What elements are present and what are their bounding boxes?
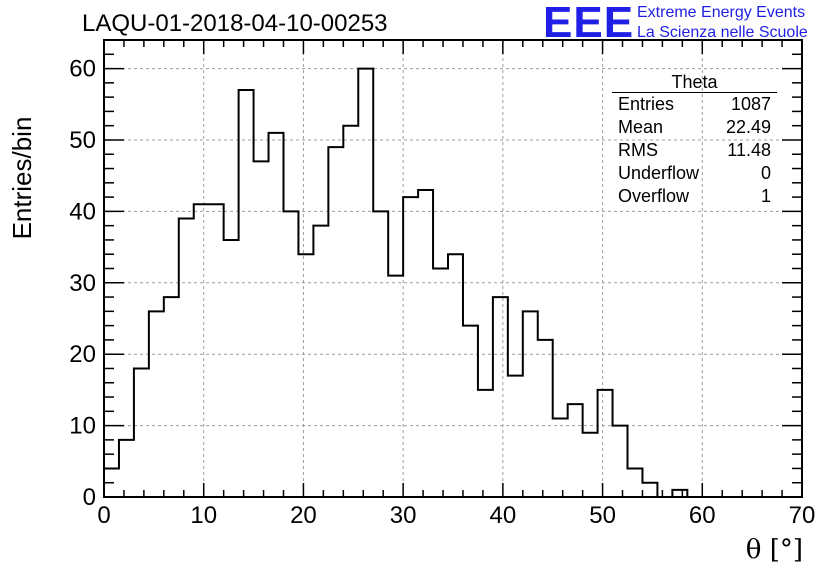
stats-value: 1087 bbox=[730, 94, 771, 114]
histogram-series bbox=[103, 67, 802, 498]
x-tick-label: 60 bbox=[689, 502, 716, 529]
stats-label: Overflow bbox=[618, 186, 690, 206]
histogram-bin bbox=[328, 147, 343, 497]
histogram-outline bbox=[103, 67, 802, 498]
x-tick-label: 10 bbox=[190, 502, 217, 529]
histogram-bin bbox=[343, 126, 358, 497]
histogram-bin bbox=[598, 390, 613, 497]
histogram-bin bbox=[448, 254, 463, 497]
y-tick-label: 50 bbox=[69, 127, 96, 154]
histogram-bin bbox=[568, 404, 583, 497]
histogram-bin bbox=[298, 254, 313, 497]
histogram-bin bbox=[119, 440, 134, 497]
x-tick-label: 50 bbox=[589, 502, 616, 529]
y-tick-label: 30 bbox=[69, 270, 96, 297]
grid-lines bbox=[104, 40, 802, 497]
stats-row-underflow: Underflow 0 bbox=[612, 162, 777, 185]
histogram-bin bbox=[642, 483, 657, 497]
histogram-bin bbox=[269, 133, 284, 497]
x-tick-label: 20 bbox=[290, 502, 317, 529]
stats-value: 0 bbox=[760, 163, 771, 183]
y-tick-label: 20 bbox=[69, 341, 96, 368]
stats-label: Entries bbox=[618, 94, 675, 114]
x-tick-label: 0 bbox=[97, 502, 110, 529]
stats-row-overflow: Overflow 1 bbox=[612, 185, 777, 208]
stats-title: Theta bbox=[612, 72, 777, 93]
histogram-bin bbox=[583, 433, 598, 497]
x-tick-label: 70 bbox=[789, 502, 816, 529]
stats-box: Theta Entries 1087 Mean 22.49 RMS 11.48 … bbox=[612, 72, 777, 208]
histogram-bin bbox=[179, 219, 194, 497]
histogram-bin bbox=[224, 240, 239, 497]
y-tick-label: 40 bbox=[69, 198, 96, 225]
y-tick-label: 0 bbox=[83, 484, 96, 511]
x-tick-label: 40 bbox=[490, 502, 517, 529]
stats-label: Mean bbox=[618, 117, 664, 137]
eee-logo-text: Extreme Energy Events La Scienza nelle S… bbox=[637, 3, 808, 43]
stats-value: 22.49 bbox=[725, 117, 771, 137]
histogram-bin bbox=[209, 204, 224, 497]
stats-label: RMS bbox=[618, 140, 658, 160]
chart-title: LAQU-01-2018-04-10-00253 bbox=[82, 10, 388, 37]
y-axis-label: Entries/bin bbox=[7, 117, 37, 240]
histogram-bin bbox=[523, 311, 538, 497]
histogram-bin bbox=[538, 340, 553, 497]
histogram-bin bbox=[433, 269, 448, 498]
histogram-bin bbox=[508, 376, 523, 497]
histogram-bin bbox=[613, 426, 628, 497]
eee-logo: EEE bbox=[543, 0, 635, 47]
histogram-bin bbox=[134, 368, 149, 497]
histogram-bin bbox=[239, 90, 254, 497]
x-tick-label: 30 bbox=[390, 502, 417, 529]
histogram-bin bbox=[478, 390, 493, 497]
histogram-bin bbox=[493, 297, 508, 497]
y-tick-label: 10 bbox=[69, 413, 96, 440]
x-axis-label: θ [°] bbox=[746, 535, 803, 565]
stats-row-mean: Mean 22.49 bbox=[612, 116, 777, 139]
stats-row-rms: RMS 11.48 bbox=[612, 139, 777, 162]
stats-label: Underflow bbox=[618, 163, 700, 183]
histogram-bin bbox=[388, 276, 403, 497]
histogram-bin bbox=[418, 190, 433, 497]
axis-ticks bbox=[103, 39, 803, 498]
eee-logo-line1: Extreme Energy Events bbox=[637, 4, 806, 21]
histogram-bin bbox=[553, 418, 568, 497]
y-tick-label: 60 bbox=[69, 56, 96, 83]
histogram-bin bbox=[164, 297, 179, 497]
stats-value: 11.48 bbox=[727, 140, 771, 160]
histogram-bin bbox=[313, 226, 328, 497]
stats-value: 1 bbox=[760, 186, 771, 206]
histogram-bin bbox=[403, 197, 418, 497]
stats-row-entries: Entries 1087 bbox=[612, 93, 777, 116]
histogram-bin bbox=[672, 490, 687, 497]
histogram-bin bbox=[463, 326, 478, 497]
histogram-bin bbox=[149, 311, 164, 497]
histogram-bin bbox=[194, 204, 209, 497]
histogram-bin bbox=[628, 468, 643, 497]
eee-logo-line2: La Scienza nelle Scuole bbox=[637, 24, 808, 41]
